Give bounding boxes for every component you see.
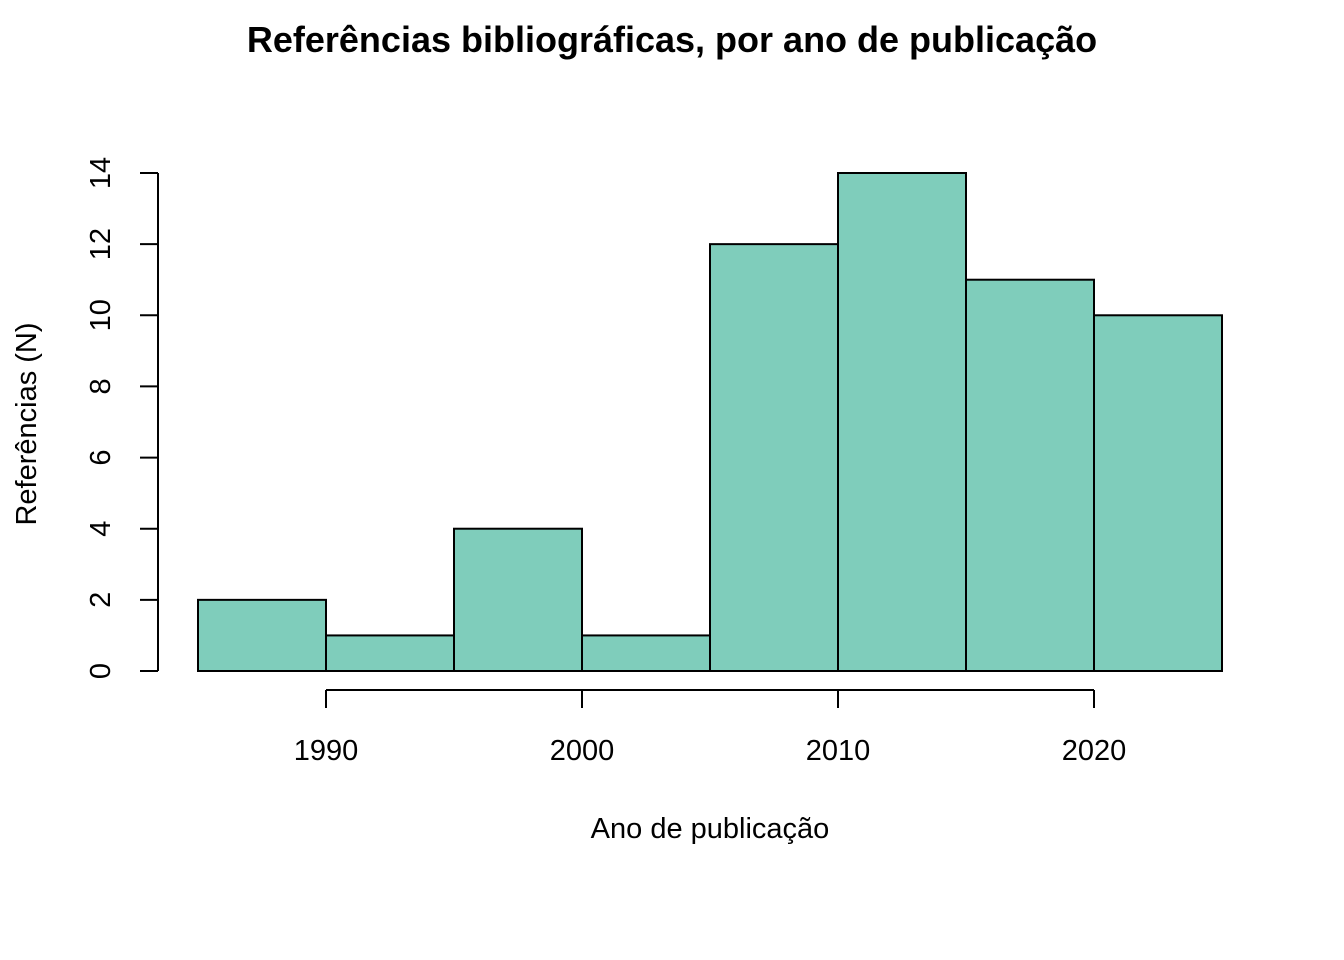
x-axis: 1990 2000 2010 2020 [294,689,1127,767]
y-tick-label: 10 [85,299,117,331]
bars-group [197,172,1223,673]
histogram-bar-2015-2020 [965,278,1095,672]
y-tick-label: 8 [85,378,117,394]
y-tick-label: 6 [85,450,117,466]
histogram-bar-2005-2010 [709,243,839,672]
y-axis: 0 2 4 6 8 10 12 14 [85,157,159,679]
y-tick-label: 14 [85,157,117,189]
histogram-bar-1985-1990 [197,598,327,672]
x-axis-label: Ano de publicação [591,813,830,845]
histogram-bar-1990-1995 [325,634,455,673]
x-tick-label: 1990 [294,735,359,767]
histogram-bar-2010-2015 [837,172,967,672]
histogram-bar-2020-2025 [1093,314,1223,672]
y-axis-label: Referências (N) [11,322,43,525]
x-tick-label: 2000 [550,735,615,767]
y-tick-label: 12 [85,228,117,260]
chart-title: Referências bibliográficas, por ano de p… [247,19,1097,60]
histogram-bar-2000-2005 [581,634,711,673]
y-tick-label: 4 [85,521,117,537]
y-tick-label: 0 [85,663,117,679]
histogram-bar-1995-2000 [453,527,583,673]
y-tick-label: 2 [85,592,117,608]
x-tick-label: 2020 [1062,735,1127,767]
x-tick-label: 2010 [806,735,871,767]
